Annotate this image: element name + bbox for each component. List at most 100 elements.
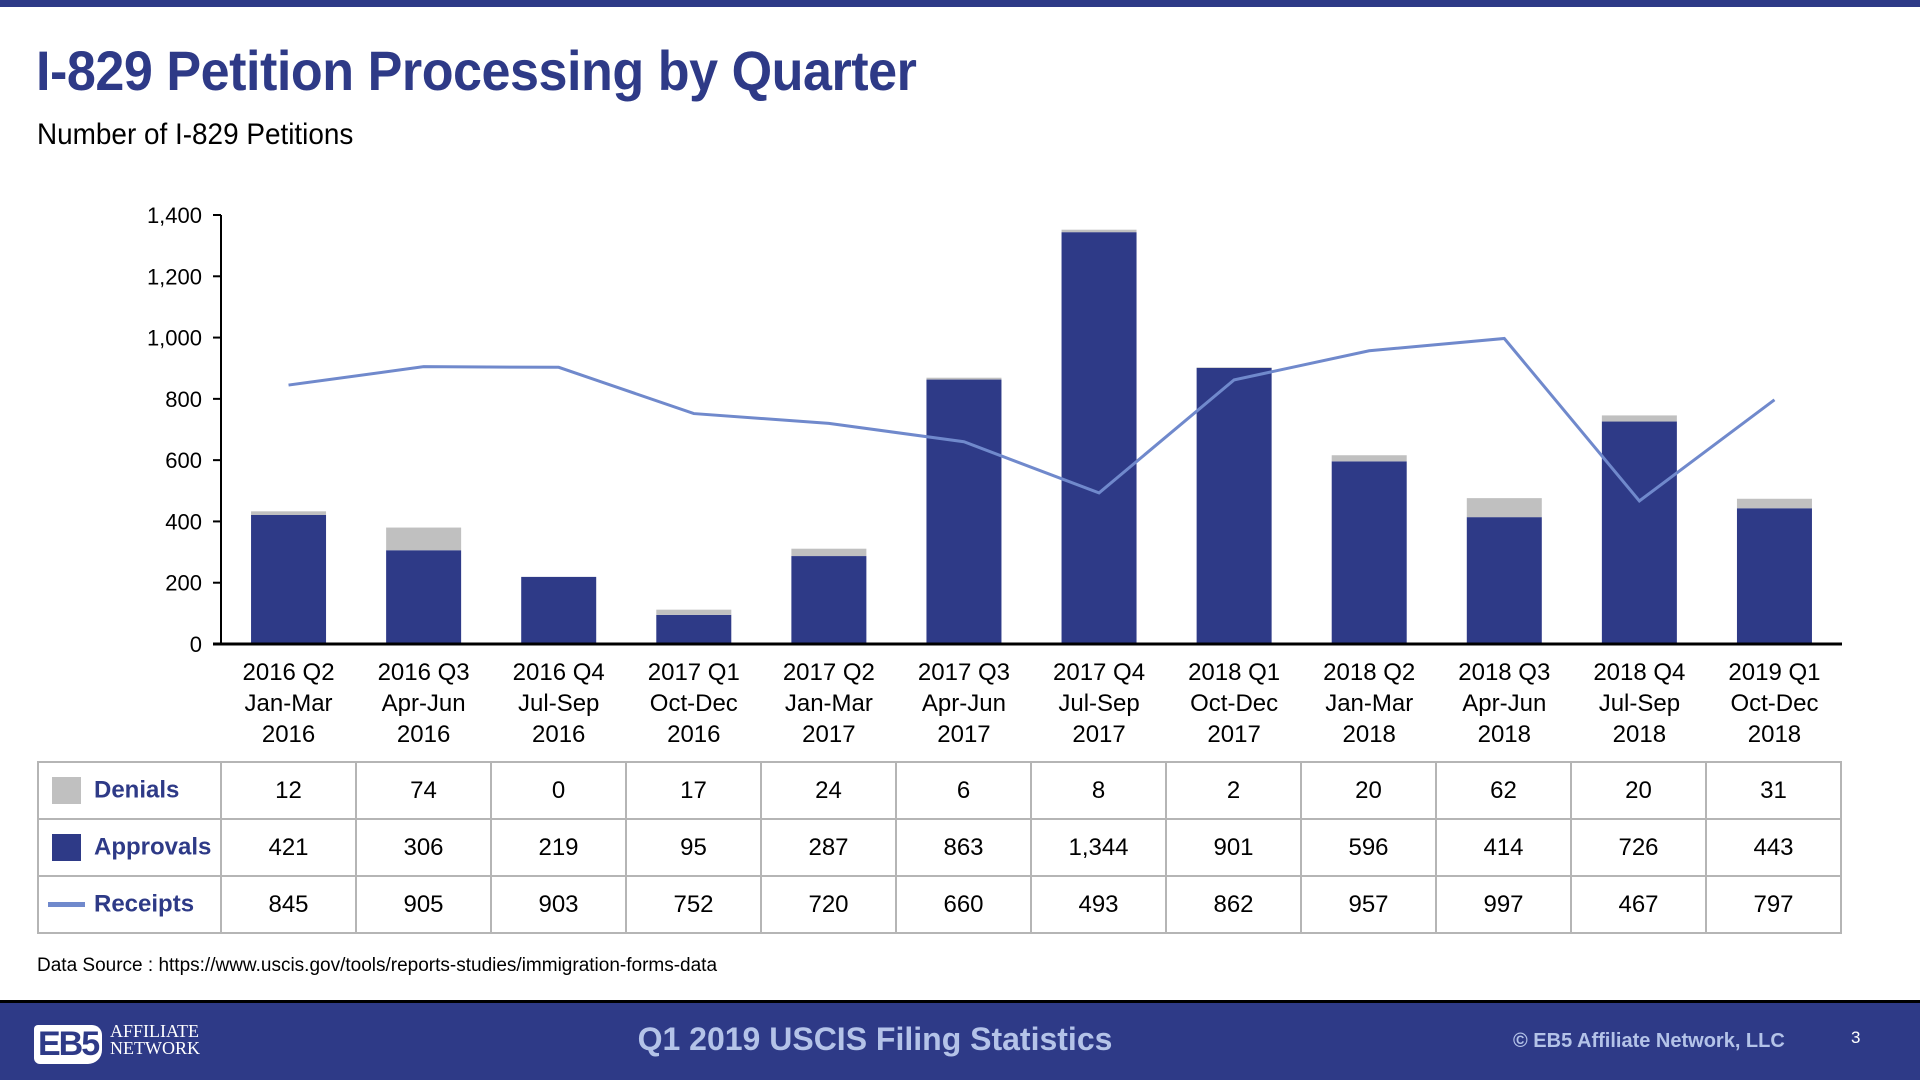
x-tick-label-line: Jul-Sep — [518, 690, 599, 717]
footer-title: Q1 2019 USCIS Filing Statistics — [637, 1021, 1113, 1057]
receipts-line — [288, 336, 1776, 503]
denials-bar — [1736, 498, 1812, 509]
table-cell: 20 — [1300, 761, 1437, 820]
denials-bar — [926, 377, 1002, 380]
x-tick-label: 2016 Q2 Jan-Mar 2016 — [243, 659, 335, 748]
logo-wordmark: AFFILIATE NETWORK — [110, 1022, 200, 1057]
table-cell: 797 — [1705, 875, 1842, 934]
table-cell: 20 — [1570, 761, 1707, 820]
approvals-bar — [1061, 232, 1137, 644]
x-tick-label: 2018 Q1 Oct-Dec 2017 — [1188, 659, 1280, 748]
y-tick-label: 400 — [165, 509, 202, 534]
bars-group — [251, 229, 1812, 644]
table-cell: 219 — [490, 818, 627, 877]
data-table: Denials 12 74 0 17 24 6 8 2 20 62 20 31 Approvals 421 3… — [37, 761, 1842, 934]
denials-bar — [1601, 415, 1677, 422]
x-tick-label: 2019 Q1 Oct-Dec 2018 — [1728, 659, 1820, 748]
x-tick-label-line: Oct-Dec — [1190, 690, 1278, 717]
table-cell: 2 — [1165, 761, 1302, 820]
denials-bar — [1466, 498, 1542, 518]
y-tick-label: 600 — [165, 448, 202, 473]
y-tick-label: 200 — [165, 571, 202, 596]
denials-bar — [1061, 229, 1137, 233]
x-tick-label-line: 2017 Q1 — [648, 659, 740, 686]
table-cell: 0 — [490, 761, 627, 820]
approvals-bar — [1736, 508, 1812, 644]
table-row-receipts: Receipts 845 905 903 752 720 660 493 862 957 997 46… — [37, 875, 1842, 934]
table-cell: 467 — [1570, 875, 1707, 934]
x-tick-label: 2016 Q3 Apr-Jun 2016 — [378, 659, 470, 748]
x-tick-label-line: 2017 Q4 — [1053, 659, 1145, 686]
denials-bar — [791, 548, 867, 557]
x-tick-label-line: 2017 — [1207, 721, 1260, 748]
x-tick-label-line: Jan-Mar — [785, 690, 873, 717]
slide-title: I-829 Petition Processing by Quarter — [36, 39, 917, 102]
table-cell: 862 — [1165, 875, 1302, 934]
row-label: Approvals — [94, 833, 212, 861]
x-tick-label-line: 2018 Q3 — [1458, 659, 1550, 686]
denials-bar — [1196, 367, 1272, 368]
x-tick-label-line: 2016 Q4 — [513, 659, 605, 686]
x-tick-label-line: Apr-Jun — [922, 690, 1006, 717]
x-tick-label-line: Jan-Mar — [1325, 690, 1413, 717]
x-tick-label-line: 2018 — [1613, 721, 1666, 748]
x-tick-label: 2018 Q3 Apr-Jun 2018 — [1458, 659, 1550, 748]
x-tick-label: 2017 Q1 Oct-Dec 2016 — [648, 659, 740, 748]
x-tick-label: 2016 Q4 Jul-Sep 2016 — [513, 659, 605, 748]
x-tick-label-line: Jul-Sep — [1058, 690, 1139, 717]
approvals-bar — [1331, 461, 1407, 644]
table-cell: 62 — [1435, 761, 1572, 820]
table-cell: 12 — [220, 761, 357, 820]
denials-bar — [656, 609, 732, 615]
x-tick-label-line: 2017 Q3 — [918, 659, 1010, 686]
approvals-bar — [926, 379, 1002, 644]
table-cell: 17 — [625, 761, 762, 820]
table-cell: 74 — [355, 761, 492, 820]
copyright-text: © EB5 Affiliate Network, LLC — [1513, 1030, 1785, 1052]
table-cell: 24 — [760, 761, 897, 820]
x-tick-label-line: 2016 — [532, 721, 585, 748]
table-cell: 287 — [760, 818, 897, 877]
approvals-bar — [1196, 367, 1272, 644]
denials-bar — [1331, 455, 1407, 462]
row-legend-cell: Approvals — [37, 818, 222, 877]
approvals-bar — [1466, 517, 1542, 644]
table-cell: 660 — [895, 875, 1032, 934]
y-tick-label: 1,400 — [147, 203, 202, 228]
table-cell: 997 — [1435, 875, 1572, 934]
y-axis: 0 200 400 600 800 1,000 1,200 1,400 — [147, 203, 222, 657]
table-cell: 414 — [1435, 818, 1572, 877]
x-tick-label-line: 2016 — [262, 721, 315, 748]
logo-mark: EB5 — [34, 1025, 103, 1064]
table-cell: 8 — [1030, 761, 1167, 820]
legend-swatch-icon — [48, 902, 85, 908]
x-tick-label-line: Oct-Dec — [650, 690, 738, 717]
table-cell: 95 — [625, 818, 762, 877]
y-tick-label: 800 — [165, 387, 202, 412]
x-tick-label: 2018 Q2 Jan-Mar 2018 — [1323, 659, 1415, 748]
table-cell: 493 — [1030, 875, 1167, 934]
table-cell: 31 — [1705, 761, 1842, 820]
x-tick-label-line: 2017 — [1072, 721, 1125, 748]
table-cell: 6 — [895, 761, 1032, 820]
approvals-bar — [656, 614, 732, 644]
approvals-bar — [251, 514, 327, 644]
approvals-bar — [386, 550, 462, 644]
table-row-approvals: Approvals 421 306 219 95 287 863 1,344 901 596 414… — [37, 818, 1842, 877]
legend-swatch-icon — [52, 777, 81, 805]
row-label: Receipts — [94, 890, 195, 918]
x-tick-label-line: 2019 Q1 — [1728, 659, 1820, 686]
x-tick-label: 2018 Q4 Jul-Sep 2018 — [1593, 659, 1685, 748]
page-number: 3 — [1851, 1028, 1861, 1047]
table-cell: 1,344 — [1030, 818, 1167, 877]
x-tick-label-line: Apr-Jun — [1462, 690, 1546, 717]
table-cell: 957 — [1300, 875, 1437, 934]
x-tick-label-line: 2018 Q1 — [1188, 659, 1280, 686]
x-tick-label-line: 2018 — [1748, 721, 1801, 748]
x-tick-label: 2017 Q2 Jan-Mar 2017 — [783, 659, 875, 748]
table-cell: 726 — [1570, 818, 1707, 877]
x-tick-label-line: 2016 Q2 — [243, 659, 335, 686]
x-tick-label: 2017 Q4 Jul-Sep 2017 — [1053, 659, 1145, 748]
table-cell: 903 — [490, 875, 627, 934]
